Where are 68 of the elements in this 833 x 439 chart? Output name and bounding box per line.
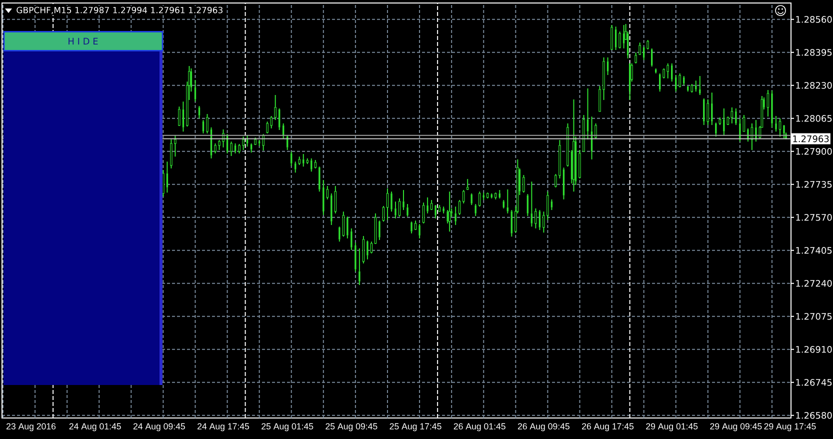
candlestick bbox=[322, 179, 324, 216]
candlestick bbox=[634, 52, 637, 64]
x-tick-label: 29 Aug 17:45 bbox=[764, 423, 816, 432]
candlestick bbox=[606, 56, 609, 76]
candlestick bbox=[350, 228, 352, 250]
candlestick bbox=[410, 221, 412, 234]
y-tick-label: 1.28560 bbox=[796, 16, 832, 23]
candlestick bbox=[178, 106, 180, 126]
x-tick-label: 24 Aug 01:45 bbox=[69, 423, 121, 432]
ref-line-label: 1.27963 bbox=[793, 135, 829, 142]
x-tick-label: 24 Aug 17:45 bbox=[198, 423, 250, 432]
candlestick bbox=[530, 181, 533, 228]
y-tick-label: 1.27075 bbox=[796, 312, 832, 320]
candlestick bbox=[426, 196, 428, 214]
candlestick bbox=[358, 248, 360, 286]
y-tick-label: 1.28230 bbox=[796, 82, 832, 89]
candlestick bbox=[442, 206, 444, 214]
candlestick bbox=[418, 224, 420, 239]
y-tick-label: 1.27900 bbox=[796, 148, 832, 155]
candlestick bbox=[454, 206, 456, 226]
x-tick-label: 25 Aug 01:45 bbox=[262, 423, 314, 432]
candlestick bbox=[394, 201, 396, 219]
x-tick-label: 25 Aug 17:45 bbox=[390, 423, 442, 432]
x-tick-label: 29 Aug 01:45 bbox=[646, 423, 698, 432]
x-tick-label: 23 Aug 2016 bbox=[6, 423, 56, 432]
candlestick bbox=[234, 142, 236, 154]
candlestick bbox=[258, 139, 260, 146]
annotation: H I D E bbox=[68, 38, 98, 44]
candlestick bbox=[402, 189, 404, 210]
x-tick-label: 26 Aug 09:45 bbox=[518, 423, 570, 432]
candlestick bbox=[735, 108, 737, 126]
candlestick bbox=[550, 198, 553, 210]
x-tick-label: 26 Aug 17:45 bbox=[582, 423, 634, 432]
candlestick bbox=[330, 192, 332, 226]
candlestick bbox=[202, 119, 204, 134]
candlestick bbox=[771, 90, 773, 128]
y-tick-label: 1.28395 bbox=[796, 48, 832, 56]
candlestick bbox=[346, 216, 348, 239]
candlestick bbox=[490, 192, 492, 199]
candlestick bbox=[683, 75, 685, 86]
candlestick bbox=[434, 205, 436, 219]
x-tick-label: 24 Aug 09:45 bbox=[133, 423, 185, 432]
chart-title: GBPCHF,M15 1.27987 1.27994 1.27961 1.27963 bbox=[16, 6, 222, 14]
y-tick-label: 1.27405 bbox=[796, 246, 832, 254]
candlestick bbox=[638, 42, 641, 55]
candlestick bbox=[642, 46, 645, 60]
x-tick-label: 29 Aug 09:45 bbox=[710, 423, 762, 432]
candlestick bbox=[482, 192, 484, 200]
candlestick bbox=[572, 98, 575, 192]
candlestick bbox=[502, 200, 504, 209]
y-tick-label: 1.26580 bbox=[796, 412, 832, 419]
y-tick-label: 1.27570 bbox=[796, 214, 832, 221]
candlestick bbox=[378, 220, 380, 240]
candlestick bbox=[294, 161, 296, 174]
y-tick-label: 1.26745 bbox=[796, 378, 832, 386]
y-tick-label: 1.27735 bbox=[796, 180, 832, 188]
candlestick bbox=[298, 156, 301, 166]
y-tick-label: 1.28065 bbox=[796, 114, 832, 122]
candlestick bbox=[290, 151, 292, 166]
x-tick-label: 25 Aug 09:45 bbox=[326, 423, 378, 432]
candlestick bbox=[622, 24, 625, 49]
y-tick-label: 1.27240 bbox=[796, 280, 832, 287]
candlestick bbox=[723, 108, 725, 136]
candlestick bbox=[654, 68, 657, 74]
candlestick bbox=[466, 178, 469, 190]
y-tick-label: 1.26910 bbox=[796, 346, 832, 353]
x-tick-label: 26 Aug 01:45 bbox=[454, 423, 506, 432]
candlestick bbox=[366, 240, 368, 260]
